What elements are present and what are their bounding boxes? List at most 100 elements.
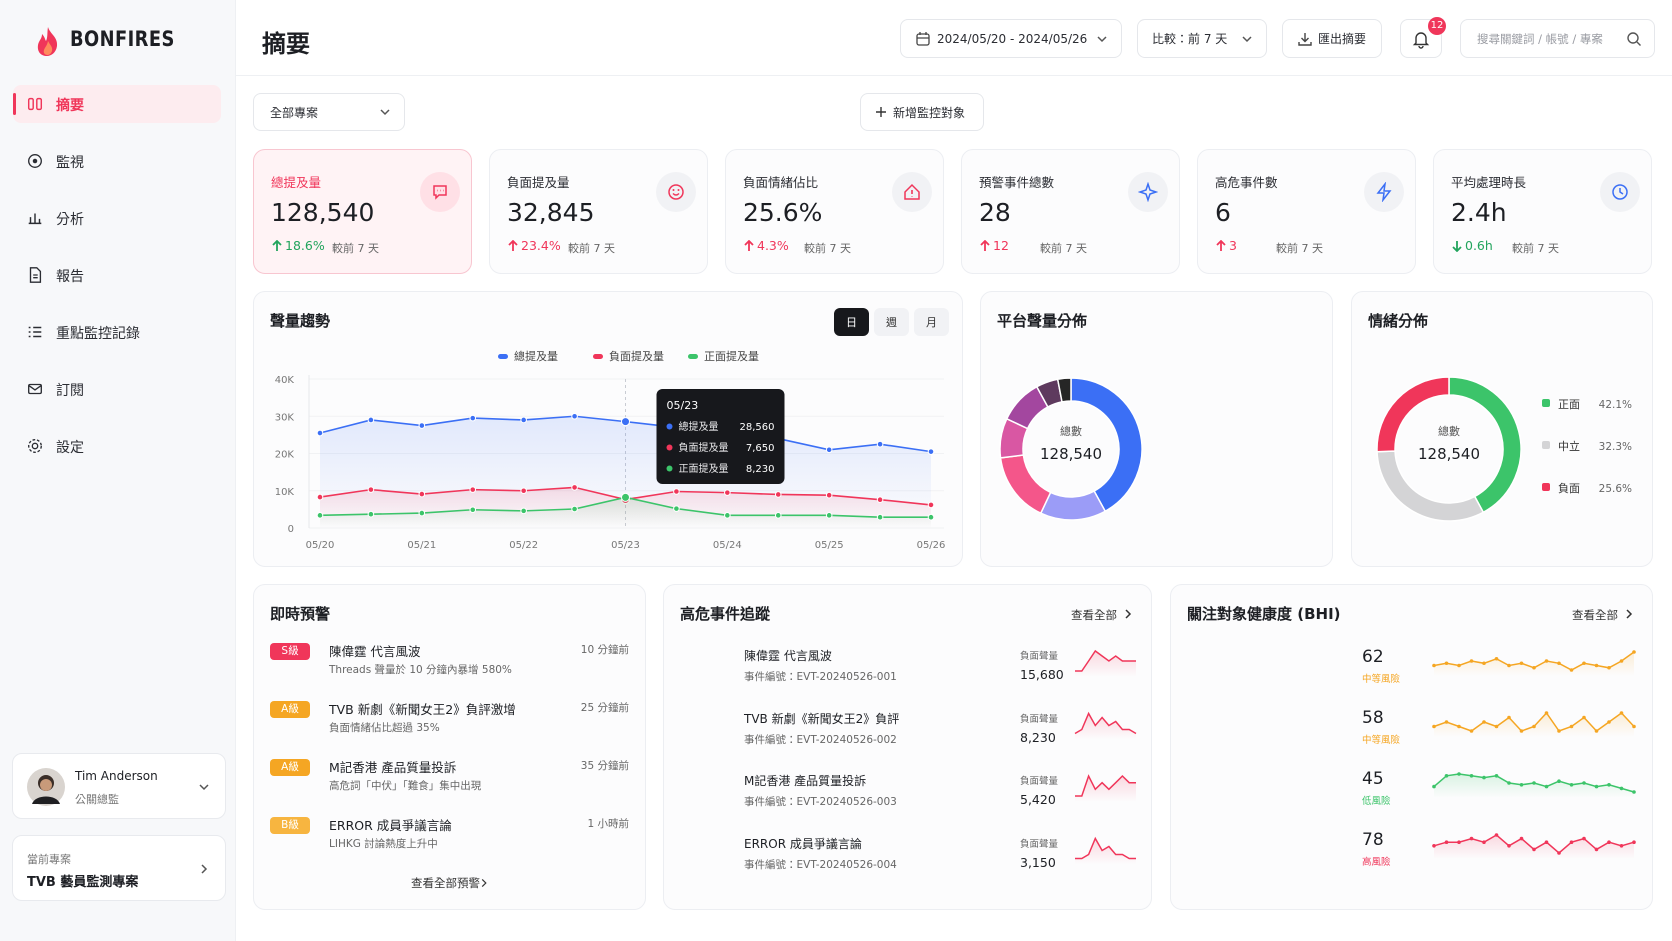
compare-label: 比較：前 7 天 (1152, 32, 1228, 46)
bhi-score: 78 (1362, 830, 1384, 850)
metric-value: 15,680 (1020, 667, 1064, 682)
spark-point (1569, 724, 1574, 729)
bhi-card: 關注對象健康度 (BHI) 查看全部 62 中等風險 58 中等風險 45 低風險 78 高風… (1170, 584, 1653, 910)
icon-part (668, 184, 684, 200)
spark-point (1482, 775, 1486, 780)
event-id: 事件編號：EVT-20240526-001 (744, 671, 897, 683)
spark-point (1594, 847, 1599, 852)
avatar (27, 768, 65, 806)
icon-part (1619, 188, 1624, 195)
view-all[interactable]: 查看全部預警 (411, 876, 480, 890)
legend-label: 中立 (1558, 439, 1580, 453)
kpi-change: 4.3% (757, 238, 789, 253)
card-title: 即時預警 (270, 605, 331, 623)
trend-arrow (272, 240, 282, 251)
legend-swatch (1542, 483, 1550, 491)
x-tick-label: 05/20 (306, 540, 335, 551)
view-all[interactable]: 查看全部 (1071, 608, 1117, 622)
kpi-value: 25.6% (743, 198, 823, 227)
header (235, 0, 1672, 76)
spark-point (1632, 650, 1636, 654)
kpi-change: 18.6% (285, 238, 325, 253)
spark-point (1569, 783, 1574, 787)
alert-desc: Threads 聲量於 10 分鐘內暴增 580% (329, 664, 512, 676)
x-tick-label: 05/22 (509, 540, 538, 551)
kpi-icon (668, 184, 684, 200)
spark-point (1544, 784, 1549, 789)
nav-icon (28, 326, 42, 338)
view-all[interactable]: 查看全部 (1572, 608, 1618, 622)
kpi-card[interactable]: 總提及量 128,540 18.6% 較前 7 天 (253, 149, 472, 274)
add-button[interactable]: 新增監控對象 (860, 93, 984, 131)
card-title: 聲量趨勢 (270, 312, 331, 330)
kpi-card[interactable]: 平均處理時長 2.4h 0.6h 較前 7 天 (1433, 149, 1652, 274)
y-tick-label: 20K (275, 450, 295, 461)
kpi-card[interactable]: 預警事件總數 28 12 較前 7 天 (961, 149, 1180, 274)
spark-point (1519, 661, 1524, 666)
nav-label: 設定 (56, 440, 84, 456)
center-value: 128,540 (1418, 445, 1480, 463)
kpi-compare: 較前 7 天 (1040, 242, 1087, 255)
chevron (1242, 35, 1252, 42)
spark-point (1432, 844, 1436, 848)
icon-part (28, 326, 42, 338)
alert-title: TVB 新劇《新聞女王2》負評激增 (329, 702, 516, 717)
chevron (1125, 609, 1132, 619)
spark-point (1532, 665, 1536, 670)
spark-point (1582, 661, 1586, 666)
search-box[interactable]: 搜尋關鍵詞 / 帳號 / 專案 (1460, 19, 1655, 58)
bhi-risk: 中等風險 (1362, 674, 1401, 685)
arrow (980, 240, 990, 251)
tab[interactable] (914, 308, 949, 336)
point (724, 512, 731, 519)
x-tick-label: 05/21 (407, 540, 436, 551)
donut-chart: 總數 128,540 (999, 377, 1143, 521)
nav-item[interactable]: 報告 (13, 256, 221, 294)
nav-item[interactable]: 設定 (13, 427, 221, 465)
tooltip-dot (666, 444, 673, 451)
spark-point (1632, 790, 1636, 794)
user-card[interactable]: Tim Anderson 公關總監 (12, 753, 226, 819)
nav-item[interactable]: 訂閱 (13, 370, 221, 408)
export-button[interactable]: 匯出摘要 (1282, 19, 1382, 58)
nav-item[interactable]: 分析 (13, 199, 221, 237)
project-name: TVB 藝員監測專案 (27, 875, 139, 890)
arrow (1216, 240, 1226, 251)
spark-point (1582, 781, 1586, 785)
kpi-compare: 較前 7 天 (332, 242, 379, 255)
spark-point (1469, 836, 1474, 841)
kpi-card[interactable]: 負面情緒佔比 25.6% 4.3% 較前 7 天 (725, 149, 944, 274)
spark-point (1607, 720, 1611, 724)
point (571, 412, 578, 420)
bhi-score: 58 (1362, 708, 1384, 728)
donut-segment (1039, 490, 1107, 521)
point (316, 429, 324, 437)
metric-value: 5,420 (1020, 792, 1056, 807)
tab[interactable] (874, 308, 909, 336)
point (876, 496, 884, 503)
trend-card: 聲量趨勢 日週月總提及量 負面提及量 正面提及量 0 10K 20K 30K 40K 05/20… (253, 291, 963, 567)
kpi-card[interactable]: 負面提及量 32,845 23.4% 較前 7 天 (489, 149, 708, 274)
project-filter[interactable]: 全部專案 (253, 93, 405, 131)
kpi-compare: 較前 7 天 (804, 242, 851, 255)
point (876, 440, 884, 448)
spark-point (1519, 729, 1524, 733)
arrow (272, 240, 282, 251)
nav-item[interactable]: 重點監控記錄 (13, 313, 221, 351)
compare-select[interactable]: 比較：前 7 天 (1137, 19, 1267, 58)
spark-point (1619, 659, 1624, 663)
spark-point (1582, 715, 1586, 720)
nav-item[interactable]: 監視 (13, 142, 221, 180)
tab[interactable] (834, 308, 869, 336)
date-picker[interactable]: 2024/05/20 - 2024/05/26 (900, 19, 1122, 58)
trend-arrow (508, 240, 518, 251)
icon-part (28, 384, 42, 391)
icon-part (672, 189, 675, 191)
project-card[interactable]: 當前專案 TVB 藝員監測專案 (12, 835, 226, 901)
donut-chart: 總數 128,540 正面 42.1% 中立 32.3% 負面 25.6% (1376, 376, 1632, 522)
point (367, 486, 375, 493)
kpi-card[interactable]: 高危事件數 6 3 較前 7 天 (1197, 149, 1416, 274)
tooltip-dot (666, 465, 673, 472)
nav-item[interactable]: 摘要 (13, 85, 221, 123)
alert-desc: 負面情緒佔比超過 35% (329, 722, 440, 734)
